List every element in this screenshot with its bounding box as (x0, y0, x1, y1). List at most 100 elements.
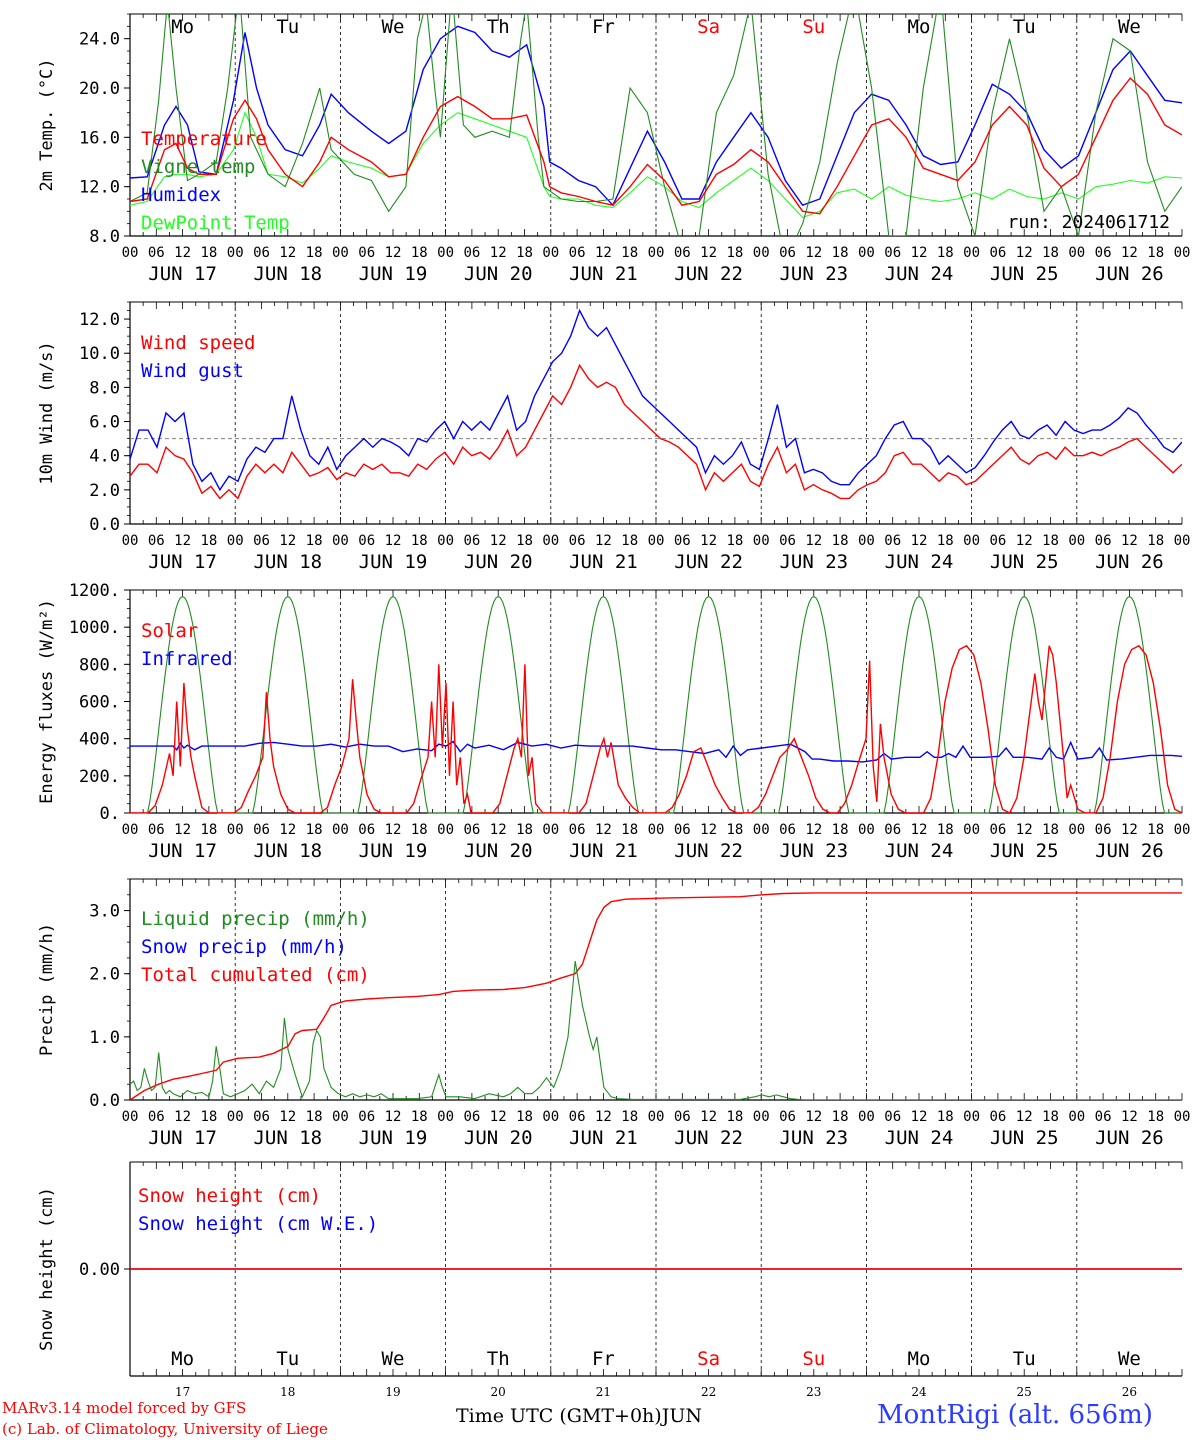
date-label: JUN 21 (569, 551, 638, 573)
hour-label: 12 (1016, 822, 1033, 838)
date-label: JUN 25 (990, 1127, 1059, 1149)
hour-label: 06 (569, 822, 586, 838)
y-tick-label: 200. (79, 767, 120, 787)
hour-label: 18 (937, 245, 954, 261)
date-label: JUN 23 (779, 263, 848, 285)
hour-label: 18 (1147, 245, 1164, 261)
hour-label: 00 (227, 533, 244, 549)
hour-label: 06 (569, 245, 586, 261)
hour-label: 12 (1121, 533, 1138, 549)
series-line (130, 363, 1182, 500)
date-label: JUN 23 (779, 840, 848, 862)
hour-label: 06 (148, 822, 165, 838)
y-axis-label: 2m Temp. (°C) (37, 58, 57, 191)
hour-label: 00 (542, 533, 559, 549)
hour-label: 06 (989, 533, 1006, 549)
day-name-label: We (382, 1348, 405, 1370)
day-number-label: 21 (596, 1385, 611, 1399)
day-number-label: 24 (911, 1385, 927, 1399)
day-name-label: Mo (171, 1348, 194, 1370)
hour-label: 12 (385, 1109, 402, 1125)
credit-lab: (c) Lab. of Climatology, University of L… (2, 1420, 328, 1438)
y-tick-label: 1200. (69, 581, 120, 601)
date-label: JUN 21 (569, 840, 638, 862)
day-name-label: Su (802, 16, 825, 38)
hour-label: 00 (542, 1109, 559, 1125)
hour-label: 12 (1121, 822, 1138, 838)
day-name-label: Tu (276, 1348, 299, 1370)
hour-label: 18 (1042, 822, 1059, 838)
day-number-label: 17 (175, 1385, 190, 1399)
hour-label: 12 (385, 245, 402, 261)
hour-label: 06 (148, 245, 165, 261)
date-label: JUN 25 (990, 551, 1059, 573)
hour-label: 00 (858, 245, 875, 261)
date-label: JUN 18 (253, 840, 322, 862)
hour-label: 00 (437, 1109, 454, 1125)
legend-entry: Wind speed (141, 332, 255, 354)
hour-label: 00 (122, 245, 139, 261)
hour-label: 18 (516, 822, 533, 838)
panel-4 (124, 878, 1183, 1101)
hour-label: 06 (463, 1109, 480, 1125)
y-tick-label: 2.0 (89, 481, 120, 501)
series-line (130, 14, 1182, 236)
legend-entry: Total cumulated (cm) (141, 964, 370, 986)
hour-label: 00 (858, 1109, 875, 1125)
hour-label: 18 (937, 822, 954, 838)
y-tick-label: 1000. (69, 618, 120, 638)
hour-label: 00 (542, 822, 559, 838)
date-label: JUN 17 (148, 840, 217, 862)
hour-label: 12 (595, 1109, 612, 1125)
hour-label: 06 (358, 822, 375, 838)
hour-label: 12 (174, 245, 191, 261)
date-label: JUN 22 (674, 1127, 743, 1149)
hour-label: 00 (753, 1109, 770, 1125)
hour-label: 00 (1068, 533, 1085, 549)
hour-label: 06 (358, 245, 375, 261)
hour-label: 06 (463, 245, 480, 261)
hour-label: 18 (726, 245, 743, 261)
y-tick-label: 1.0 (89, 1028, 120, 1048)
hour-label: 18 (937, 1109, 954, 1125)
hour-label: 06 (253, 822, 270, 838)
y-tick-label: 16.0 (79, 128, 120, 148)
date-label: JUN 19 (359, 263, 428, 285)
legend-entry: Humidex (141, 184, 221, 206)
legend-entry: Liquid precip (mm/h) (141, 908, 370, 930)
date-label: JUN 25 (990, 840, 1059, 862)
hour-label: 00 (437, 245, 454, 261)
hour-label: 12 (805, 245, 822, 261)
hour-label: 00 (753, 533, 770, 549)
hour-label: 00 (963, 822, 980, 838)
hour-label: 06 (253, 1109, 270, 1125)
hour-label: 18 (621, 1109, 638, 1125)
date-label: JUN 17 (148, 263, 217, 285)
meteogram: 8.0 12.0 16.0 20.0 24.0 2m Temp. (°C) Temperat… (37, 13, 1190, 1399)
date-label: JUN 24 (885, 263, 954, 285)
day-name-label: Fr (592, 16, 615, 38)
day-name-label: Sa (697, 16, 720, 38)
day-name-label: We (1118, 16, 1141, 38)
day-name-label: Mo (171, 16, 194, 38)
date-label: JUN 24 (885, 840, 954, 862)
hour-label: 18 (200, 822, 217, 838)
hour-label: 12 (595, 245, 612, 261)
legend-entry: Snow precip (mm/h) (141, 936, 347, 958)
series-line (130, 644, 1182, 813)
series-line (130, 77, 1182, 215)
day-number-label: 22 (701, 1385, 716, 1399)
hour-label: 18 (411, 822, 428, 838)
hour-label: 12 (805, 822, 822, 838)
legend-entry: Wind gust (141, 360, 244, 382)
hour-label: 00 (122, 533, 139, 549)
date-label: JUN 24 (885, 551, 954, 573)
date-label: JUN 19 (359, 840, 428, 862)
y-tick-label: 400. (79, 730, 120, 750)
hour-label: 00 (858, 533, 875, 549)
date-label: JUN 23 (779, 1127, 848, 1149)
date-label: JUN 25 (990, 263, 1059, 285)
hour-label: 00 (332, 1109, 349, 1125)
hour-label: 06 (989, 1109, 1006, 1125)
hour-label: 12 (279, 245, 296, 261)
